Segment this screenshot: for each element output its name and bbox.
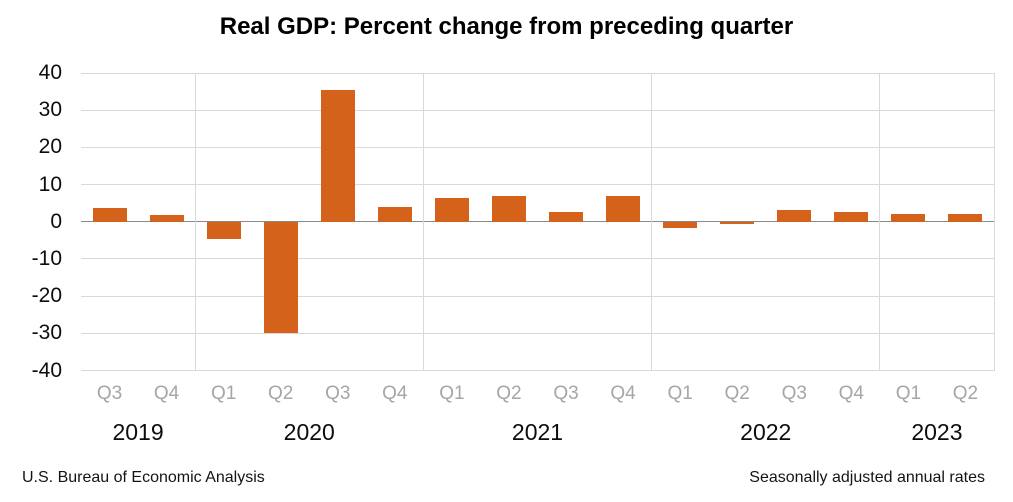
- bar-2019-Q4: [149, 215, 184, 222]
- gridline--40: [81, 370, 994, 371]
- bar-2022-Q2: [720, 221, 755, 224]
- quarter-label-2023-Q2: Q2: [952, 383, 979, 404]
- bar-2022-Q3: [777, 209, 812, 222]
- year-label-2023: 2023: [911, 419, 963, 445]
- bar-2022-Q4: [834, 212, 869, 222]
- bar-2021-Q4: [606, 195, 641, 222]
- gridline-10: [81, 184, 994, 186]
- year-label-2019: 2019: [112, 419, 164, 445]
- year-separator-after-2020: [422, 73, 424, 371]
- bar-2021-Q2: [491, 195, 526, 222]
- y-tick-label--30: -30: [31, 321, 62, 345]
- quarter-label-2021-Q1: Q1: [439, 383, 465, 404]
- quarter-label-2021-Q4: Q4: [610, 383, 636, 404]
- bar-2023-Q1: [891, 214, 926, 222]
- bar-2022-Q1: [663, 221, 698, 228]
- y-tick-label--40: -40: [31, 358, 62, 382]
- bar-2020-Q3: [320, 90, 355, 222]
- quarter-label-2019-Q3: Q3: [96, 383, 123, 404]
- quarter-label-2023-Q1: Q1: [895, 383, 922, 404]
- zero-axis-line: [81, 221, 994, 223]
- quarter-label-2020-Q1: Q1: [210, 383, 237, 404]
- bar-2021-Q3: [549, 211, 584, 222]
- quarter-label-2020-Q3: Q3: [325, 383, 351, 404]
- bar-2021-Q1: [434, 198, 469, 222]
- gridline-40: [81, 72, 994, 74]
- year-separator-after-2019: [194, 73, 196, 371]
- bar-2020-Q4: [377, 207, 412, 222]
- bar-2019-Q3: [92, 208, 127, 222]
- bar-2023-Q2: [948, 213, 983, 222]
- y-tick-label-20: 20: [38, 135, 62, 159]
- gridline--10: [81, 258, 994, 260]
- gridline-30: [81, 109, 994, 111]
- quarter-label-2022-Q1: Q1: [667, 383, 693, 404]
- source-label: U.S. Bureau of Economic Analysis: [22, 469, 265, 486]
- quarter-label-2019-Q4: Q4: [153, 383, 180, 404]
- quarter-label-2022-Q2: Q2: [724, 383, 750, 404]
- quarter-label-2022-Q4: Q4: [838, 383, 865, 404]
- quarter-label-2021-Q3: Q3: [553, 383, 579, 404]
- y-tick-label-40: 40: [38, 61, 62, 84]
- gridline--30: [81, 332, 994, 334]
- y-tick-label--20: -20: [31, 284, 62, 308]
- gridline--20: [81, 295, 994, 297]
- y-tick-label-0: 0: [50, 209, 62, 233]
- year-separator-after-2023: [993, 73, 995, 371]
- y-tick-label--10: -10: [31, 246, 62, 270]
- bar-2020-Q1: [206, 221, 241, 239]
- quarter-label-2021-Q2: Q2: [496, 383, 522, 404]
- year-separator-after-2022: [879, 73, 881, 371]
- quarter-label-2020-Q2: Q2: [268, 383, 294, 404]
- gridline-20: [81, 146, 994, 148]
- quarter-label-2020-Q4: Q4: [382, 383, 408, 404]
- year-label-2020: 2020: [283, 419, 335, 445]
- seasonal-adjustment-label: Seasonally adjusted annual rates: [749, 469, 985, 486]
- year-label-2021: 2021: [511, 419, 564, 445]
- y-tick-label-10: 10: [38, 172, 62, 196]
- quarter-label-2022-Q3: Q3: [781, 383, 807, 404]
- bar-2020-Q2: [263, 221, 298, 333]
- year-label-2022: 2022: [740, 419, 792, 445]
- chart-title: Real GDP: Percent change from preceding …: [219, 13, 794, 40]
- year-separator-after-2021: [651, 73, 653, 371]
- y-tick-label-30: 30: [38, 98, 62, 122]
